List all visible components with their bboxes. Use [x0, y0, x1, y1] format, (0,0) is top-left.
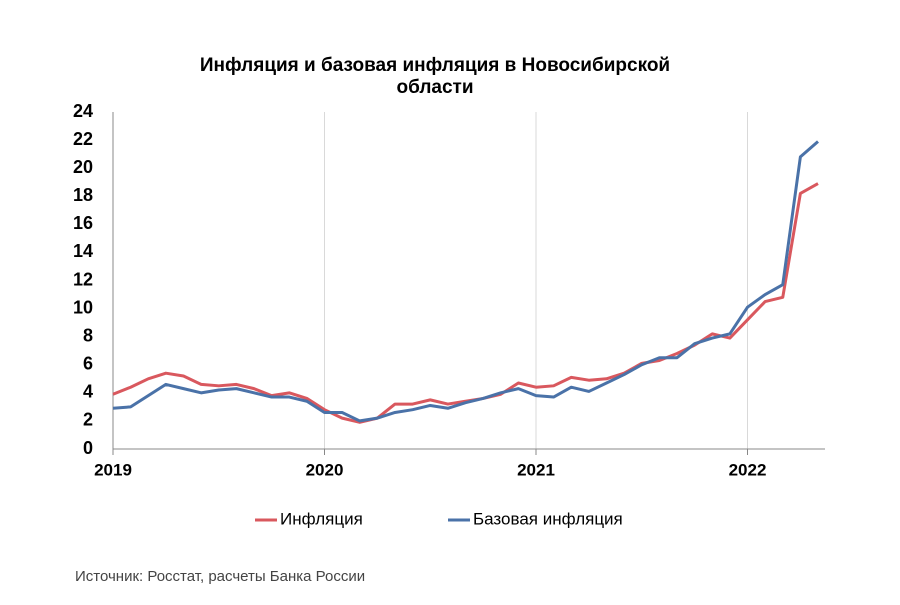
x-tick-label: 2019 [94, 460, 132, 479]
source: Источник: Росстат, расчеты Банка России [75, 568, 365, 585]
y-tick-label: 16 [73, 213, 93, 233]
y-tick-label: 20 [73, 157, 93, 177]
chart-title: Инфляция и базовая инфляция в Новосибирс… [200, 55, 670, 98]
y-tick-label: 14 [73, 241, 93, 261]
legend-label: Базовая инфляция [473, 509, 623, 528]
y-tick-label: 8 [83, 325, 93, 345]
y-tick-label: 2 [83, 410, 93, 430]
y-tick-label: 24 [73, 101, 93, 121]
y-tick-label: 12 [73, 269, 93, 289]
legend-label: Инфляция [280, 509, 363, 528]
series-line [112, 140, 819, 423]
y-tick-label: 10 [73, 297, 93, 317]
y-tick-label: 18 [73, 185, 93, 205]
x-tick-label: 2022 [729, 460, 767, 479]
x-tick-label: 2020 [306, 460, 344, 479]
y-tick-label: 22 [73, 129, 93, 149]
y-tick-label: 6 [83, 354, 93, 374]
x-tick-label: 2021 [517, 460, 555, 479]
y-tick-label: 0 [83, 438, 93, 458]
y-tick-label: 4 [83, 382, 93, 402]
